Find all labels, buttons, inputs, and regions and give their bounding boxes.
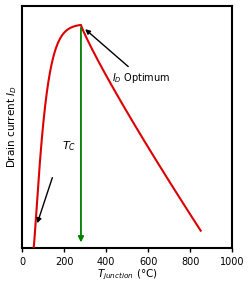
X-axis label: $T_{junction}$ (°C): $T_{junction}$ (°C): [97, 268, 158, 283]
Y-axis label: Drain current $I_D$: Drain current $I_D$: [6, 85, 19, 168]
Text: $T_C$: $T_C$: [62, 139, 76, 153]
Text: $I_D$ Optimum: $I_D$ Optimum: [86, 30, 171, 85]
